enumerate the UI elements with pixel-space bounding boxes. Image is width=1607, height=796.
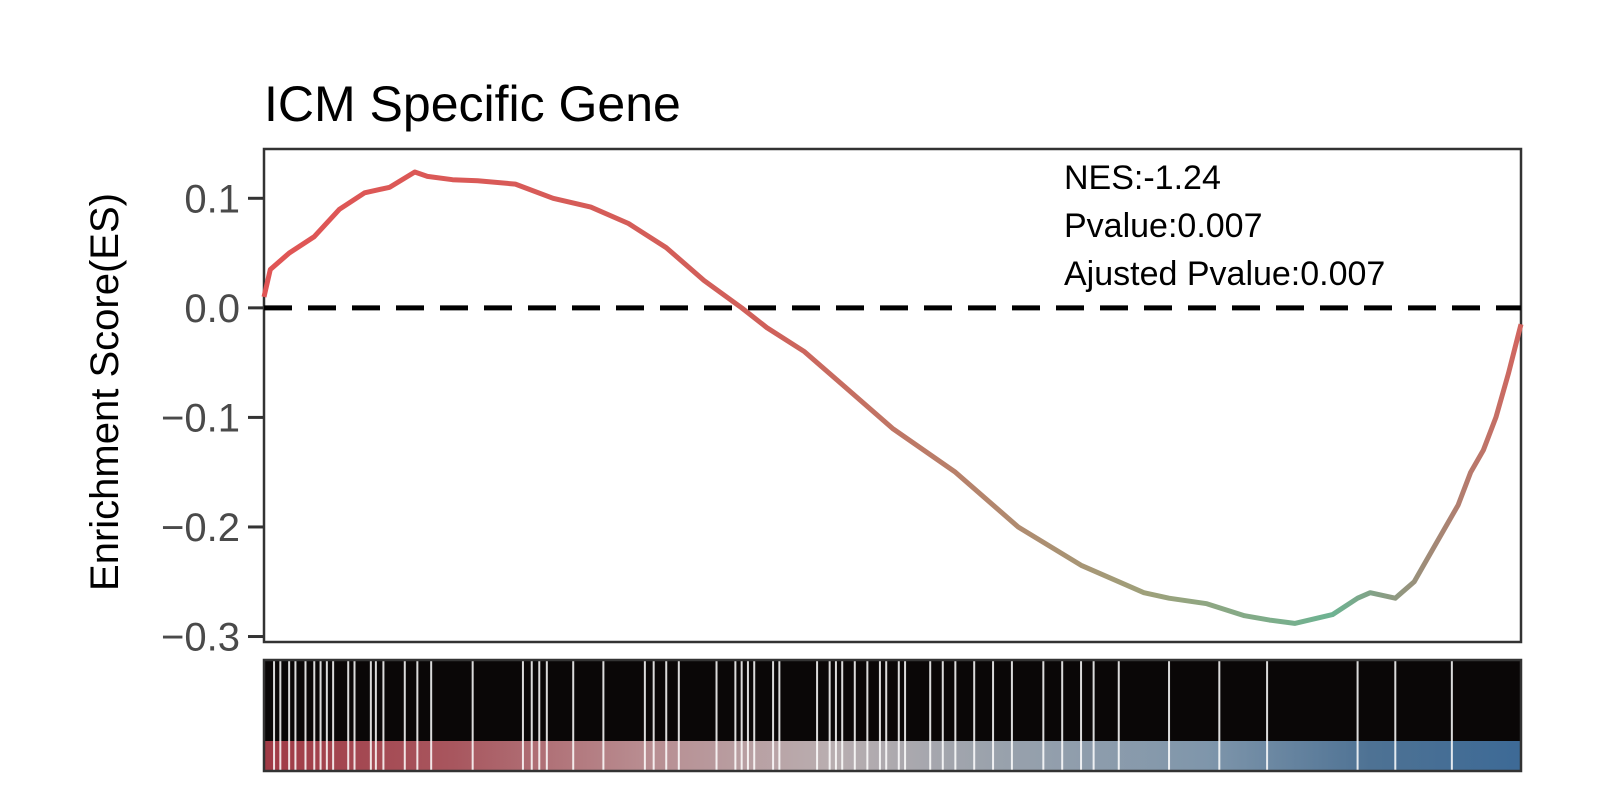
- rank-color-strip: [264, 741, 1521, 771]
- plot-frame: [262, 147, 1523, 644]
- y-tick-label: 0.1: [184, 177, 240, 221]
- rank-panel-frame: [262, 658, 1523, 773]
- chart-title: ICM Specific Gene: [264, 76, 681, 132]
- y-tick-label: −0.1: [161, 396, 240, 440]
- y-tick-label: −0.3: [161, 616, 240, 660]
- rank-panel-background: [264, 660, 1521, 741]
- y-axis: 0.1 0.0 −0.1 −0.2 −0.3: [161, 177, 264, 660]
- rank-panel: [262, 658, 1523, 773]
- adjusted-pvalue-annotation: Ajusted Pvalue:0.007: [1064, 255, 1385, 293]
- enrichment-score-line: [261, 169, 1524, 626]
- y-tick-label: 0.0: [184, 287, 240, 331]
- pvalue-annotation: Pvalue:0.007: [1064, 207, 1263, 245]
- y-axis-label: Enrichment Score(ES): [83, 193, 127, 591]
- nes-annotation: NES:-1.24: [1064, 159, 1221, 197]
- y-tick-label: −0.2: [161, 506, 240, 550]
